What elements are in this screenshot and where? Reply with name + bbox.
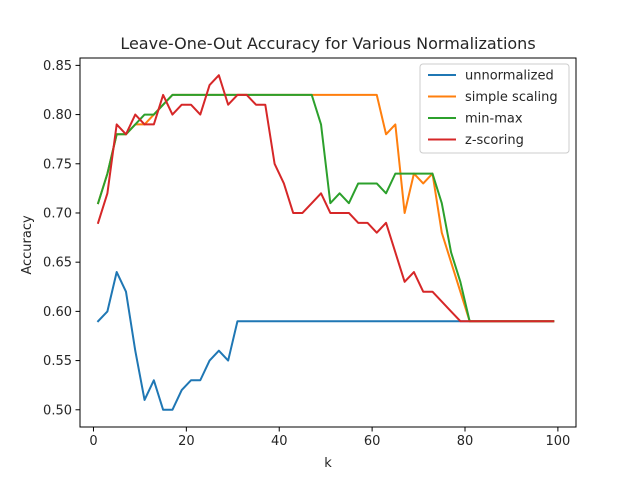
y-tick-label: 0.85 — [43, 59, 72, 74]
axes-frame — [79, 57, 577, 428]
legend-entry-label: min-max — [465, 112, 523, 127]
y-tick-label: 0.70 — [43, 206, 72, 221]
x-tick-label: 100 — [545, 434, 570, 449]
legend-entry-label: unnormalized — [465, 69, 554, 84]
x-tick-label: 20 — [178, 434, 195, 449]
y-tick-label: 0.80 — [43, 108, 72, 123]
y-tick-label: 0.65 — [43, 256, 72, 271]
y-tick-label: 0.60 — [43, 305, 72, 320]
legend: unnormalized simple scaling min-max z-scori… — [419, 63, 570, 154]
x-axis-label: k — [324, 456, 332, 471]
y-tick-label: 0.75 — [43, 157, 72, 172]
x-tick-label: 60 — [364, 434, 381, 449]
axes-layer: 0 20 40 60 80 100 0.50 0.55 0.60 0.65 0.70 0.75 0.80… — [43, 57, 577, 449]
legend-entry-label: z-scoring — [465, 133, 524, 148]
x-tick-label: 80 — [457, 434, 474, 449]
x-tick-label: 40 — [271, 434, 288, 449]
series-line-z-scoring — [96, 74, 555, 323]
y-axis-label: Accuracy — [20, 215, 35, 275]
x-tick-label: 0 — [89, 434, 97, 449]
legend-box — [419, 63, 570, 154]
legend-entry-label: simple scaling — [465, 90, 558, 105]
y-tick-label: 0.50 — [43, 403, 72, 418]
y-tick-label: 0.55 — [43, 354, 72, 369]
chart-title: Leave-One-Out Accuracy for Various Norma… — [120, 34, 535, 53]
series-layer — [96, 74, 555, 411]
